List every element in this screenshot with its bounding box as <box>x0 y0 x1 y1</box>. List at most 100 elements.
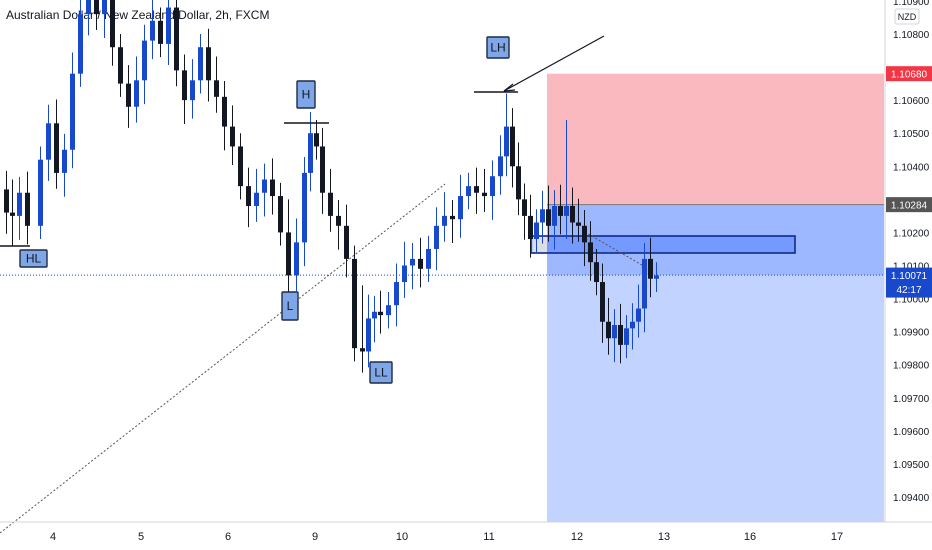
lh-arrow-head <box>503 83 516 92</box>
candle-body <box>38 159 43 226</box>
candle <box>230 105 235 165</box>
candle <box>206 28 211 102</box>
time-tick-label: 10 <box>396 531 408 543</box>
candle <box>606 297 611 355</box>
candle-body <box>86 0 91 15</box>
candle <box>262 163 267 217</box>
candle <box>366 294 371 368</box>
supply-zone <box>530 235 796 254</box>
price-tag-label: 1.10680 <box>891 70 928 81</box>
swing-label-box <box>486 36 510 59</box>
candle-body <box>336 215 341 226</box>
candle <box>320 127 325 214</box>
lh-arrow-line <box>503 35 605 92</box>
candle <box>558 184 563 235</box>
candle-body <box>386 305 391 316</box>
candle-body <box>158 20 163 44</box>
candle-body <box>4 189 9 213</box>
time-tick-label: 16 <box>744 531 756 543</box>
candle <box>466 172 471 210</box>
candle-body <box>612 325 617 339</box>
swing-label-h: H <box>296 80 316 109</box>
price-tick-label: 1.09800 <box>893 361 930 372</box>
candle-body <box>570 205 575 223</box>
candle <box>522 183 527 240</box>
candle <box>490 160 495 220</box>
candle <box>70 52 75 169</box>
candle-body <box>102 0 107 15</box>
candle <box>546 185 551 242</box>
candle-body <box>62 149 67 173</box>
candle-body <box>352 258 357 349</box>
swing-label-ll: LL <box>369 361 393 384</box>
candle <box>474 167 479 214</box>
candle-body <box>582 225 587 243</box>
currency-label: NZD <box>898 12 917 22</box>
candle-body <box>142 40 147 81</box>
candle <box>126 65 131 128</box>
candle-body <box>588 242 593 263</box>
swing-label-box <box>19 249 48 268</box>
time-tick-label: 11 <box>483 531 494 543</box>
candle-body <box>308 133 313 173</box>
candle-body <box>182 70 187 101</box>
candle-body <box>546 209 551 226</box>
candle-body <box>442 215 447 226</box>
candle-body <box>418 258 423 269</box>
candle <box>38 146 43 240</box>
candle-body <box>516 166 521 200</box>
candle-body <box>564 205 569 216</box>
swing-label-text: HL <box>26 252 42 266</box>
candle <box>182 54 187 124</box>
price-tick-label: 1.10100 <box>893 262 930 273</box>
candle-body <box>25 192 30 226</box>
candle <box>102 0 107 38</box>
target-zone-filled <box>547 204 884 276</box>
candle <box>54 99 59 189</box>
candle-body <box>534 222 539 240</box>
candle <box>214 56 219 113</box>
candle-body <box>328 192 333 216</box>
candle-body <box>522 199 527 216</box>
candle-body <box>490 176 495 197</box>
candle-body <box>10 212 15 216</box>
candle-body <box>540 209 545 223</box>
candle <box>442 192 447 242</box>
candle <box>570 187 575 244</box>
price-tick-label: 1.09900 <box>893 328 930 339</box>
price-tag <box>886 267 932 298</box>
candle <box>46 104 51 181</box>
candle <box>344 204 349 278</box>
candle <box>418 237 423 288</box>
candle-body <box>286 232 291 276</box>
candle <box>190 59 195 119</box>
time-tick-label: 12 <box>571 531 583 543</box>
candle-body <box>314 133 319 147</box>
candle-body <box>222 96 227 127</box>
zone-overlap <box>533 237 547 252</box>
candle <box>588 221 593 281</box>
candle <box>360 285 365 373</box>
candle-body <box>134 80 139 107</box>
swing-label-hl: HL <box>19 249 48 268</box>
candle-body <box>46 123 51 160</box>
candle <box>308 112 313 192</box>
candle-body <box>278 196 283 233</box>
candle <box>134 56 139 123</box>
candle-body <box>78 14 83 74</box>
candle-body <box>606 321 611 339</box>
candle <box>564 119 569 240</box>
candle <box>302 157 307 267</box>
swing-label-text: L <box>287 299 294 313</box>
candle-body <box>17 192 22 216</box>
price-tick-label: 1.10800 <box>893 30 930 41</box>
candle <box>270 158 275 215</box>
candle-body <box>482 192 487 197</box>
candle <box>600 263 605 343</box>
price-tick-label: 1.09600 <box>893 427 930 438</box>
candle <box>222 80 227 151</box>
swing-label-text: LH <box>490 41 505 55</box>
candle <box>528 194 533 258</box>
candle <box>150 0 155 60</box>
